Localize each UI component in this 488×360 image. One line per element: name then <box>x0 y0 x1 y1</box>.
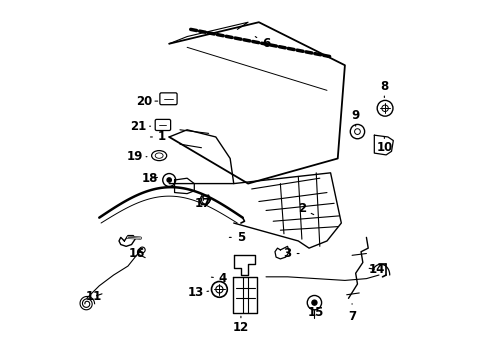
Text: 14: 14 <box>368 263 385 276</box>
Text: 20: 20 <box>136 95 158 108</box>
Text: 12: 12 <box>232 316 248 333</box>
Text: 9: 9 <box>351 109 359 126</box>
Text: 19: 19 <box>127 150 147 163</box>
Text: 10: 10 <box>375 137 392 154</box>
Text: 1: 1 <box>150 130 166 144</box>
Circle shape <box>167 178 171 182</box>
Text: 2: 2 <box>297 202 313 215</box>
Text: 5: 5 <box>229 231 244 244</box>
Text: 18: 18 <box>141 172 157 185</box>
Circle shape <box>311 300 316 305</box>
Text: 13: 13 <box>187 287 208 300</box>
Text: 11: 11 <box>85 290 102 303</box>
Text: 15: 15 <box>307 303 324 319</box>
Text: 6: 6 <box>255 37 269 50</box>
Text: 4: 4 <box>211 272 226 285</box>
Text: 7: 7 <box>347 304 355 323</box>
Text: 8: 8 <box>380 80 387 98</box>
Text: 16: 16 <box>128 247 145 260</box>
Text: 17: 17 <box>195 197 211 210</box>
Text: 3: 3 <box>283 247 299 260</box>
Text: 21: 21 <box>130 120 150 133</box>
